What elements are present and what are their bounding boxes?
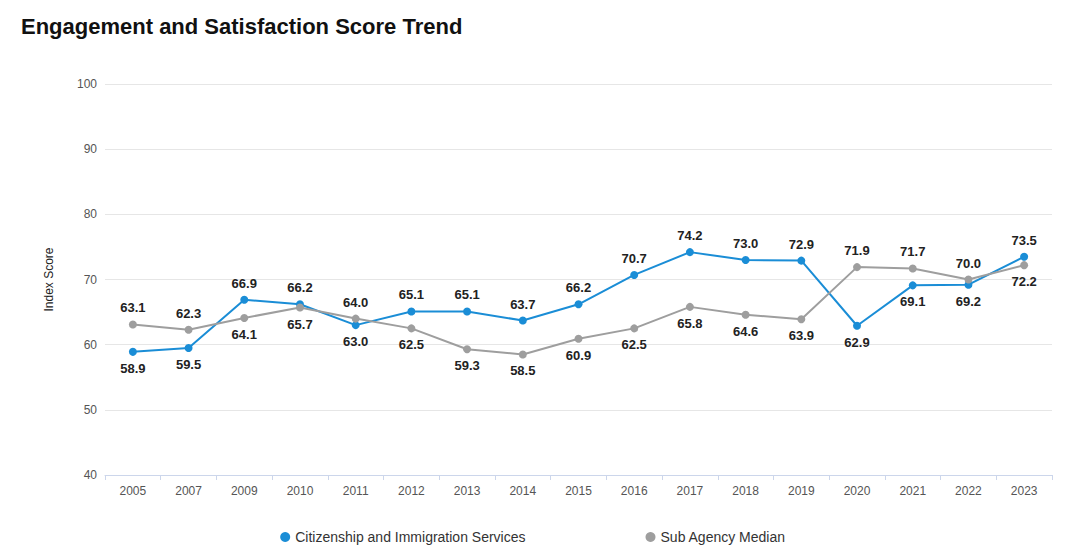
- svg-text:69.2: 69.2: [956, 294, 981, 309]
- svg-text:2005: 2005: [120, 484, 147, 498]
- svg-text:2010: 2010: [287, 484, 314, 498]
- svg-text:66.2: 66.2: [566, 280, 591, 295]
- svg-text:72.2: 72.2: [1011, 274, 1036, 289]
- svg-text:63.7: 63.7: [510, 297, 535, 312]
- svg-text:Engagement and Satisfaction Sc: Engagement and Satisfaction Score Trend: [21, 14, 462, 39]
- svg-text:59.5: 59.5: [176, 357, 201, 372]
- svg-text:100: 100: [77, 77, 97, 91]
- svg-text:74.2: 74.2: [677, 228, 702, 243]
- svg-text:58.9: 58.9: [120, 361, 145, 376]
- svg-text:2022: 2022: [955, 484, 982, 498]
- svg-text:Index Score: Index Score: [42, 247, 56, 311]
- svg-text:2014: 2014: [509, 484, 536, 498]
- svg-text:90: 90: [84, 142, 98, 156]
- svg-text:64.0: 64.0: [343, 295, 368, 310]
- svg-text:62.3: 62.3: [176, 306, 201, 321]
- svg-text:2012: 2012: [398, 484, 425, 498]
- svg-text:2007: 2007: [175, 484, 202, 498]
- svg-text:65.1: 65.1: [454, 287, 479, 302]
- svg-text:62.5: 62.5: [399, 337, 424, 352]
- svg-text:63.9: 63.9: [789, 328, 814, 343]
- svg-text:62.9: 62.9: [844, 335, 869, 350]
- svg-text:58.5: 58.5: [510, 363, 535, 378]
- svg-text:2009: 2009: [231, 484, 258, 498]
- svg-text:59.3: 59.3: [454, 358, 479, 373]
- svg-text:2018: 2018: [732, 484, 759, 498]
- svg-text:70: 70: [84, 273, 98, 287]
- svg-text:70.7: 70.7: [622, 251, 647, 266]
- svg-text:60: 60: [84, 338, 98, 352]
- svg-text:63.0: 63.0: [343, 334, 368, 349]
- svg-text:2016: 2016: [621, 484, 648, 498]
- svg-text:2019: 2019: [788, 484, 815, 498]
- svg-text:69.1: 69.1: [900, 294, 925, 309]
- svg-text:73.5: 73.5: [1011, 233, 1036, 248]
- svg-text:60.9: 60.9: [566, 348, 591, 363]
- svg-text:Citizenship and Immigration Se: Citizenship and Immigration Services: [295, 529, 525, 545]
- svg-text:72.9: 72.9: [789, 237, 814, 252]
- svg-text:2011: 2011: [343, 484, 369, 498]
- svg-text:64.6: 64.6: [733, 324, 758, 339]
- svg-text:2020: 2020: [844, 484, 871, 498]
- svg-text:65.1: 65.1: [399, 287, 424, 302]
- svg-text:2017: 2017: [677, 484, 704, 498]
- svg-text:Sub Agency Median: Sub Agency Median: [661, 529, 786, 545]
- svg-text:73.0: 73.0: [733, 236, 758, 251]
- svg-text:2023: 2023: [1011, 484, 1038, 498]
- svg-text:80: 80: [84, 207, 98, 221]
- svg-text:50: 50: [84, 403, 98, 417]
- svg-text:66.2: 66.2: [287, 280, 312, 295]
- svg-text:71.7: 71.7: [900, 244, 925, 259]
- svg-text:2013: 2013: [454, 484, 481, 498]
- svg-text:63.1: 63.1: [120, 300, 145, 315]
- svg-text:66.9: 66.9: [232, 276, 257, 291]
- svg-text:62.5: 62.5: [622, 337, 647, 352]
- svg-text:71.9: 71.9: [844, 243, 869, 258]
- svg-text:70.0: 70.0: [956, 256, 981, 271]
- svg-text:40: 40: [84, 468, 98, 482]
- svg-text:65.7: 65.7: [287, 317, 312, 332]
- svg-text:65.8: 65.8: [677, 316, 702, 331]
- svg-text:2021: 2021: [899, 484, 926, 498]
- svg-text:2015: 2015: [565, 484, 592, 498]
- svg-text:64.1: 64.1: [232, 327, 257, 342]
